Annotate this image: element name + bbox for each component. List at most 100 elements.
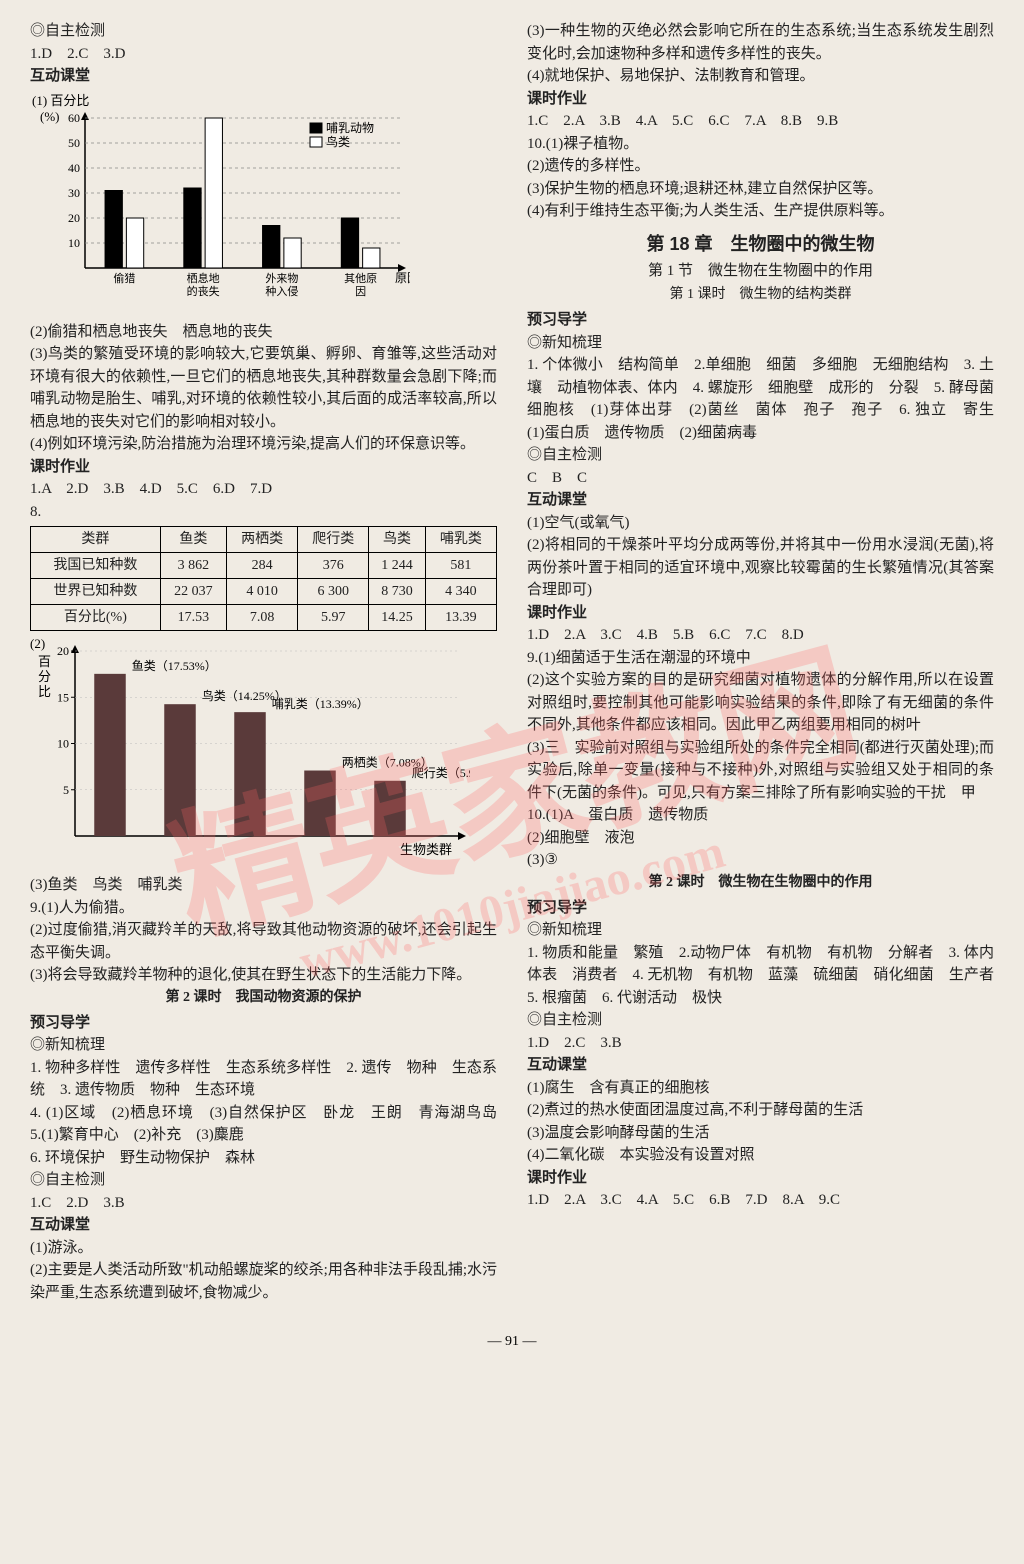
right-hw-ans1: 1.C 2.A 3.B 4.A 5.C 6.C 7.A 8.B 9.B xyxy=(527,110,994,133)
left-p3: (3)鸟类的繁殖受环境的影响较大,它要筑巢、孵卵、育雏等,这些活动对环境有很大的… xyxy=(30,343,497,433)
left-p4: (4)例如环境污染,防治措施为治理环境污染,提高人们的环保意识等。 xyxy=(30,433,497,456)
homework-answers: 1.A 2.D 3.B 4.D 5.C 6.D 7.D xyxy=(30,478,497,501)
right-newknow: ◎新知梳理 xyxy=(527,332,994,355)
left-p2: (2)偷猎和栖息地丧失 栖息地的丧失 xyxy=(30,321,497,344)
lesson2-title: 第 2 课时 我国动物资源的保护 xyxy=(30,987,497,1008)
right-p4: (4)就地保护、易地保护、法制教育和管理。 xyxy=(527,65,994,88)
svg-text:30: 30 xyxy=(68,186,80,200)
subchapter: 第 1 节 微生物在生物圈中的作用 xyxy=(527,260,994,283)
q10-4: (4)有利于维持生态平衡;为人类生活、生产提供原料等。 xyxy=(527,200,994,223)
svg-text:哺乳动物: 哺乳动物 xyxy=(326,121,374,135)
svg-text:40: 40 xyxy=(68,161,80,175)
interact2-heading: 互动课堂 xyxy=(30,1214,497,1237)
svg-text:生物类群: 生物类群 xyxy=(400,842,452,857)
right-lesson2: 第 2 课时 微生物在生物圈中的作用 xyxy=(527,872,994,893)
rq9-1: 9.(1)细菌适于生活在潮湿的环境中 xyxy=(527,647,994,670)
page-content: ◎自主检测 1.D 2.C 3.D 互动课堂 (1) 百分比(%) 10 20 30 4… xyxy=(0,0,1024,1324)
svg-text:鱼类（17.53%）: 鱼类（17.53%） xyxy=(132,659,217,673)
svg-text:50: 50 xyxy=(68,136,80,150)
right-hw3: 课时作业 xyxy=(527,1167,994,1190)
chart2-container: (2)百分比5101520鱼类（17.53%）鸟类（14.25%）哺乳类（13.… xyxy=(30,636,497,866)
right-newknow2: ◎新知梳理 xyxy=(527,919,994,942)
svg-text:爬行类（5.97%）: 爬行类（5.97%） xyxy=(412,766,470,780)
q8-label: 8. xyxy=(30,504,41,520)
right-selftest: ◎自主检测 xyxy=(527,444,994,467)
svg-text:百: 百 xyxy=(38,654,51,669)
rq10b: (2)细胞壁 液泡 xyxy=(527,827,994,850)
q9-2: (2)过度偷猎,消灭藏羚羊的天敌,将导致其他动物资源的破坏,还会引起生态平衡失调… xyxy=(30,919,497,964)
chart2-svg: (2)百分比5101520鱼类（17.53%）鸟类（14.25%）哺乳类（13.… xyxy=(30,636,470,866)
svg-text:10: 10 xyxy=(68,236,80,250)
swim: (1)游泳。 xyxy=(30,1237,497,1260)
i3-4: (4)二氧化碳 本实验没有设置对照 xyxy=(527,1144,994,1167)
page-number: — 91 — xyxy=(0,1324,1024,1350)
svg-text:(2): (2) xyxy=(30,636,45,651)
rq10c: (3)③ xyxy=(527,849,994,872)
svg-text:哺乳类（13.39%）: 哺乳类（13.39%） xyxy=(272,697,369,711)
svg-text:栖息地: 栖息地 xyxy=(187,271,220,285)
q10-2: (2)遗传的多样性。 xyxy=(527,155,994,178)
svg-text:因: 因 xyxy=(355,285,366,298)
right-p3: (3)一种生物的灭绝必然会影响它所在的生态系统;当生态系统发生剧烈变化时,会加速… xyxy=(527,20,994,65)
chart1-container: (1) 百分比(%) 10 20 30 40 50 60 偷猎 栖息地的丧失 外来物种入侵 其他原因… xyxy=(30,93,497,313)
right-hw2: 课时作业 xyxy=(527,602,994,625)
svg-text:原因: 原因 xyxy=(395,271,410,285)
svg-text:(1) 百分比: (1) 百分比 xyxy=(32,93,89,108)
right-preview2: 预习导学 xyxy=(527,897,994,920)
nk6: 6. 环境保护 野生动物保护 森林 xyxy=(30,1147,497,1170)
rq9-2: (2)这个实验方案的目的是研究细菌对植物遗体的分解作用,所以在设置对照组时,要控… xyxy=(527,669,994,737)
self-test-answers: 1.D 2.C 3.D xyxy=(30,43,497,66)
p-fish: (3)鱼类 鸟类 哺乳类 xyxy=(30,874,497,897)
svg-text:20: 20 xyxy=(68,211,80,225)
i3-2: (2)煮过的热水使面团温度过高,不利于酵母菌的生活 xyxy=(527,1099,994,1122)
svg-text:10: 10 xyxy=(57,737,69,751)
svg-text:20: 20 xyxy=(57,644,69,658)
nk-line1: 1. 个体微小 结构简单 2.单细胞 细菌 多细胞 无细胞结构 3. 土壤 动植… xyxy=(527,354,994,444)
right-selftest-ans: C B C xyxy=(527,467,994,490)
right-hw3-ans: 1.D 2.A 3.C 4.A 5.C 6.B 7.D 8.A 9.C xyxy=(527,1189,994,1212)
i3-1: (1)腐生 含有真正的细胞核 xyxy=(527,1077,994,1100)
svg-text:种入侵: 种入侵 xyxy=(265,284,298,298)
selftest2-heading: ◎自主检测 xyxy=(30,1169,497,1192)
nk4: 4. (1)区域 (2)栖息环境 (3)自然保护区 卧龙 王朗 青海湖鸟岛 5.… xyxy=(30,1102,497,1147)
right-hw2-ans: 1.D 2.A 3.C 4.B 5.B 6.C 7.C 8.D xyxy=(527,624,994,647)
q10-1: 10.(1)裸子植物。 xyxy=(527,133,994,156)
i3-3: (3)温度会影响酵母菌的生活 xyxy=(527,1122,994,1145)
svg-text:偷猎: 偷猎 xyxy=(113,271,135,285)
q9-3: (3)将会导致藏羚羊物种的退化,使其在野生状态下的生活能力下降。 xyxy=(30,964,497,987)
chapter-title: 第 18 章 生物圈中的微生物 xyxy=(527,231,994,258)
svg-text:比: 比 xyxy=(38,684,51,699)
right-interact3: 互动课堂 xyxy=(527,1054,994,1077)
lesson-title: 第 1 课时 微生物的结构类群 xyxy=(527,284,994,305)
svg-text:60: 60 xyxy=(68,111,80,125)
interactive-class-heading: 互动课堂 xyxy=(30,65,497,88)
p-human: (2)主要是人类活动所致"机动船螺旋桨的绞杀;用各种非法手段乱捕;水污染严重,生… xyxy=(30,1259,497,1304)
q10-3: (3)保护生物的栖息环境;退耕还林,建立自然保护区等。 xyxy=(527,178,994,201)
self-test-heading: ◎自主检测 xyxy=(30,20,497,43)
svg-text:5: 5 xyxy=(63,783,69,797)
right-preview: 预习导学 xyxy=(527,309,994,332)
i1: (1)空气(或氧气) xyxy=(527,512,994,535)
chart1-svg: (1) 百分比(%) 10 20 30 40 50 60 偷猎 栖息地的丧失 外来物种入侵 其他原因… xyxy=(30,93,410,313)
species-table: 类群鱼类两栖类爬行类鸟类哺乳类我国已知种数3 8622843761 244581… xyxy=(30,526,497,631)
i2: (2)将相同的干燥茶叶平均分成两等份,并将其中一份用水浸润(无菌),将两份茶叶置… xyxy=(527,534,994,602)
right-column: (3)一种生物的灭绝必然会影响它所在的生态系统;当生态系统发生剧烈变化时,会加速… xyxy=(527,20,994,1304)
svg-text:(%): (%) xyxy=(40,109,60,124)
left-column: ◎自主检测 1.D 2.C 3.D 互动课堂 (1) 百分比(%) 10 20 30 4… xyxy=(30,20,497,1304)
svg-text:15: 15 xyxy=(57,690,69,704)
svg-text:鸟类: 鸟类 xyxy=(326,134,350,149)
right-hw: 课时作业 xyxy=(527,88,994,111)
svg-text:的丧失: 的丧失 xyxy=(187,284,220,298)
svg-text:外来物: 外来物 xyxy=(265,271,298,285)
newknow-heading: ◎新知梳理 xyxy=(30,1034,497,1057)
nk1: 1. 物种多样性 遗传多样性 生态系统多样性 2. 遗传 物种 生态系统 3. … xyxy=(30,1057,497,1102)
preview-heading: 预习导学 xyxy=(30,1012,497,1035)
right-selftest3-ans: 1.D 2.C 3.B xyxy=(527,1032,994,1055)
q9-1: 9.(1)人为偷猎。 xyxy=(30,897,497,920)
rq9-3: (3)三 实验前对照组与实验组所处的条件完全相同(都进行灭菌处理);而实验后,除… xyxy=(527,737,994,805)
svg-text:其他原: 其他原 xyxy=(344,272,377,285)
nk2-1: 1. 物质和能量 繁殖 2.动物尸体 有机物 有机物 分解者 3. 体内 体表 … xyxy=(527,942,994,1010)
homework-heading: 课时作业 xyxy=(30,456,497,479)
selftest2-ans: 1.C 2.D 3.B xyxy=(30,1192,497,1215)
rq10a: 10.(1)A 蛋白质 遗传物质 xyxy=(527,804,994,827)
